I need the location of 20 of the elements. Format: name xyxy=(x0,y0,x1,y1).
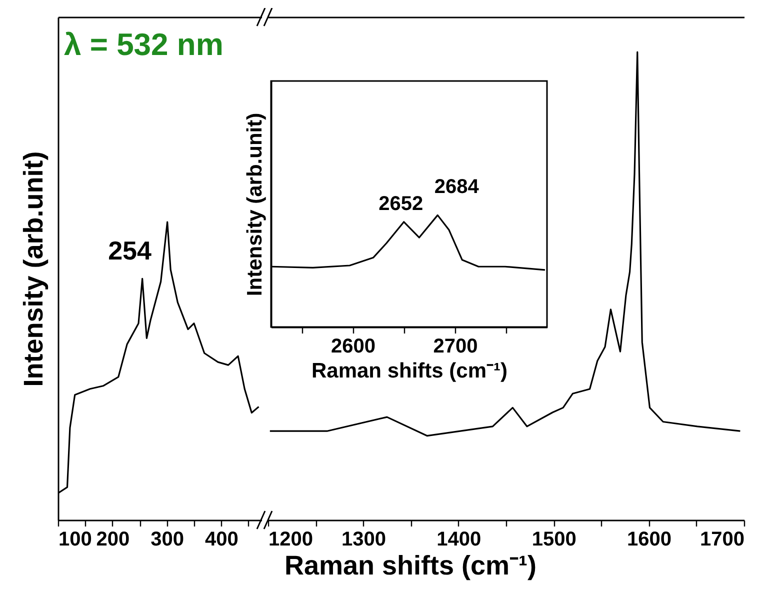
x-tick-label: 400 xyxy=(205,528,238,550)
x-axis-title: Raman shifts (cm⁻¹) xyxy=(284,550,537,580)
x-tick-label: 2700 xyxy=(433,336,478,358)
x-tick-label: 2600 xyxy=(331,336,376,358)
x-tick-label: 1600 xyxy=(627,528,672,550)
x-tick-label: 1300 xyxy=(341,528,386,550)
x-tick-label: 1400 xyxy=(436,528,482,550)
annotation: 2652 xyxy=(378,192,424,215)
annotation: 2684 xyxy=(434,176,480,198)
x-tick-label: 1500 xyxy=(532,528,576,550)
x-tick-label: 200 xyxy=(96,528,130,550)
x-tick-label: 1200 xyxy=(268,528,313,550)
annotation: 254 xyxy=(108,236,152,266)
text: λ = 532 nm xyxy=(64,27,224,62)
x-tick-label: 100 xyxy=(58,528,92,550)
x-tick-label: 1700 xyxy=(700,528,744,550)
x-axis-title: Raman shifts (cm⁻¹) xyxy=(311,360,508,382)
y-axis-title: Intensity (arb.unit) xyxy=(18,151,48,387)
x-tick-label: 300 xyxy=(150,528,184,550)
y-axis-title: Intensity (arb.unit) xyxy=(244,112,266,296)
